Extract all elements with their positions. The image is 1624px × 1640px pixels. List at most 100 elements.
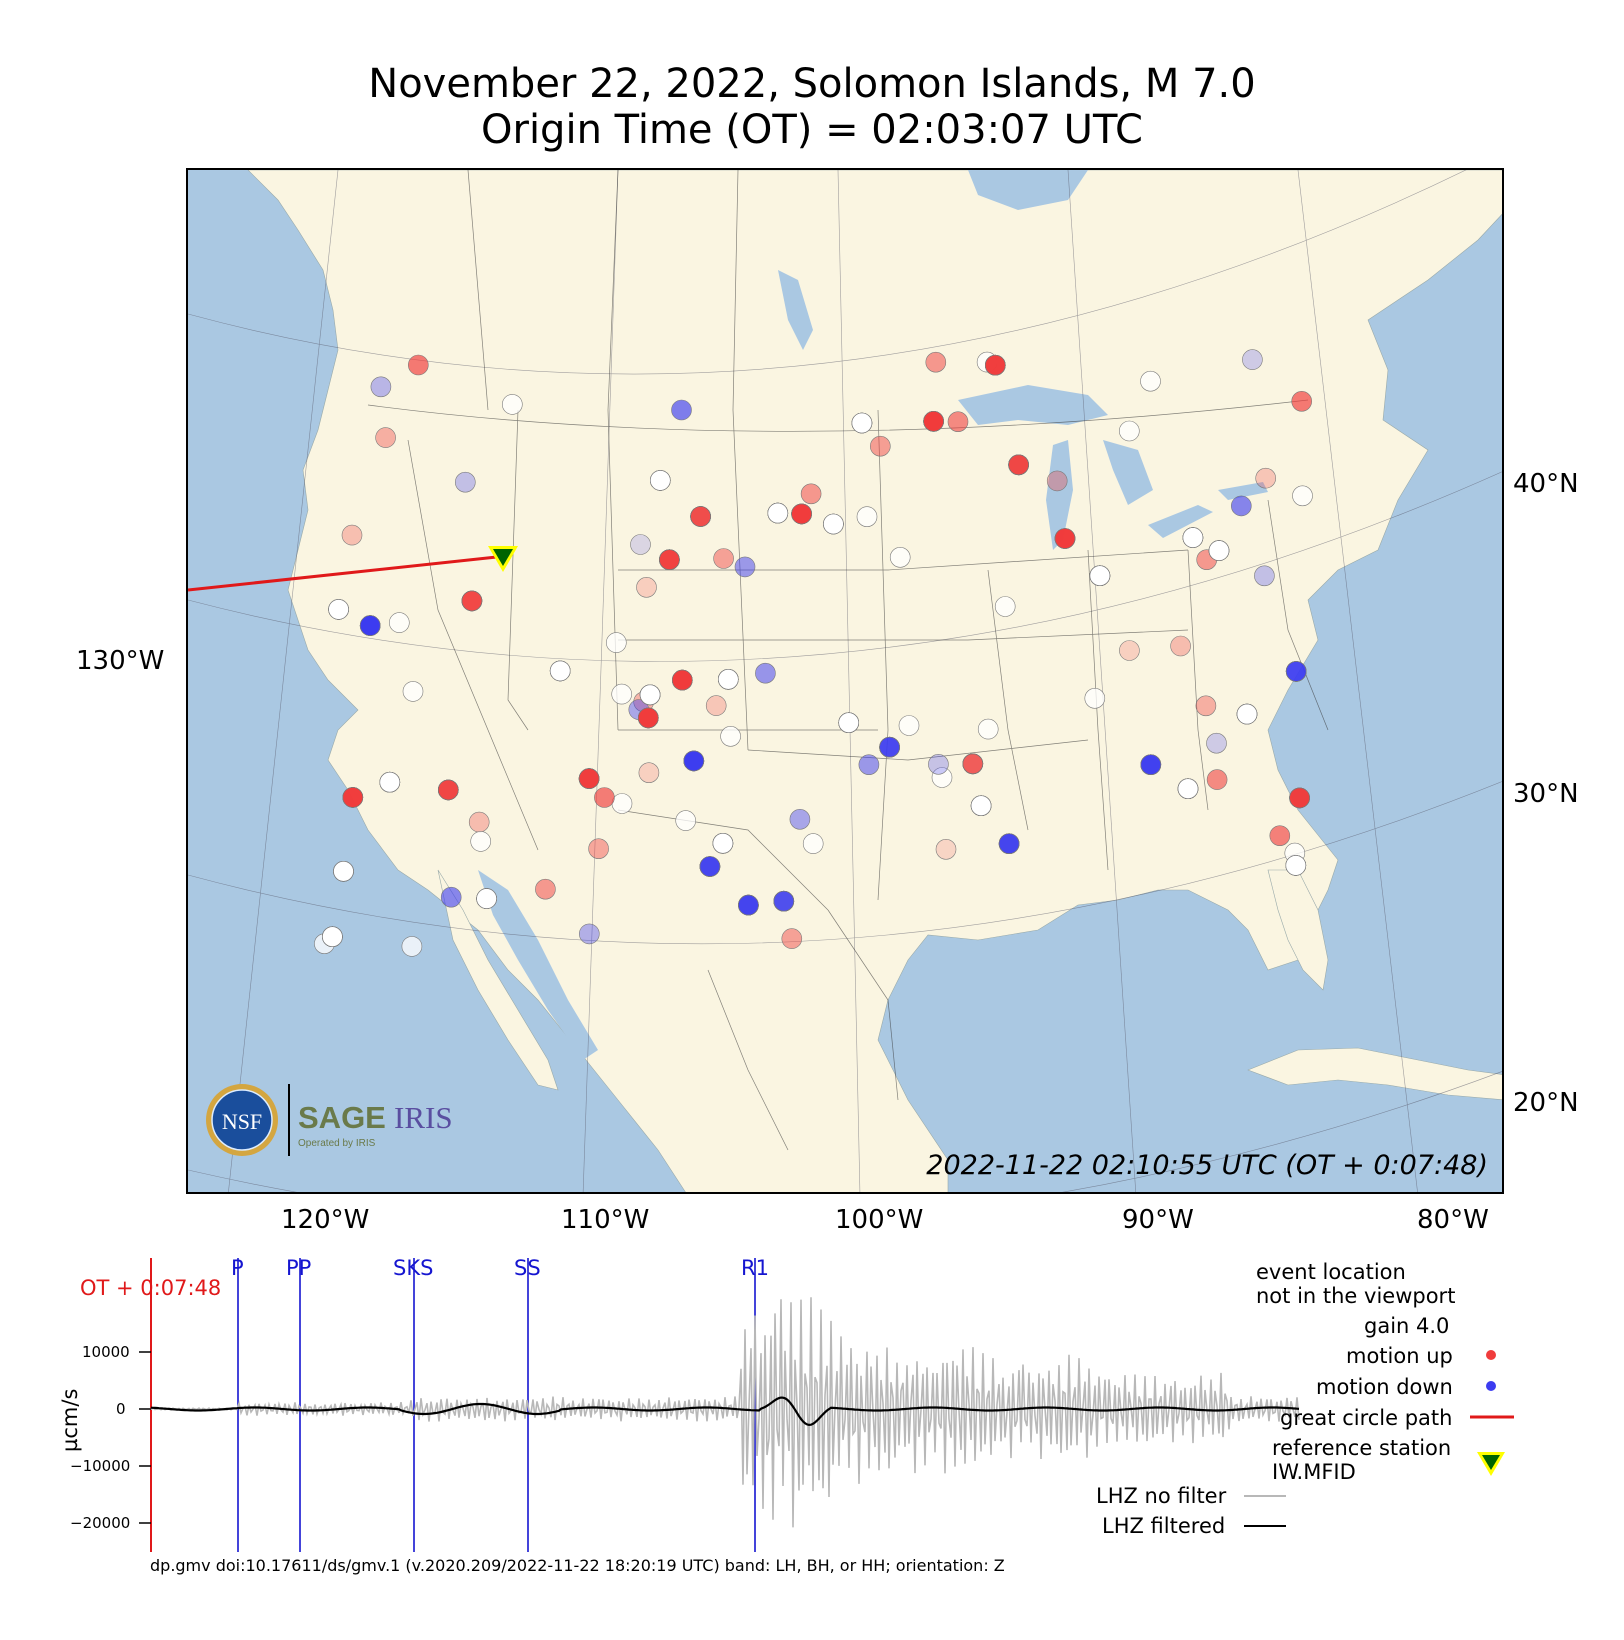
- station-marker: [1208, 540, 1230, 561]
- lon-label-120: 120°W: [281, 1205, 370, 1235]
- station-markers: [314, 349, 1313, 957]
- lat-label-20: 20°N: [1513, 1088, 1579, 1118]
- station-marker: [738, 894, 759, 916]
- nsf-seal-icon: NSF: [206, 1084, 278, 1156]
- station-marker: [461, 590, 483, 612]
- station-marker: [858, 754, 880, 776]
- iris-wordmark: IRIS: [394, 1100, 453, 1135]
- legend-no-filter: LHZ no filter: [1096, 1484, 1227, 1508]
- station-marker: [611, 683, 633, 705]
- legend-motion-down: motion down: [1316, 1375, 1453, 1399]
- station-marker: [370, 376, 392, 398]
- station-marker: [923, 411, 944, 432]
- station-marker: [1206, 769, 1228, 790]
- station-marker: [630, 534, 651, 555]
- lake-superior: [958, 385, 1108, 425]
- station-marker: [998, 833, 1020, 855]
- reference-station-swatch: [1477, 1452, 1505, 1476]
- lat-label-40: 40°N: [1513, 469, 1579, 499]
- legend-event-line2: not in the viewport: [1256, 1284, 1456, 1308]
- station-marker: [1206, 732, 1227, 754]
- station-marker: [333, 860, 354, 882]
- phase-label-sks: SKS: [393, 1256, 434, 1280]
- station-marker: [342, 787, 364, 808]
- station-marker: [468, 811, 490, 833]
- station-marker: [1236, 703, 1258, 725]
- station-marker: [671, 669, 693, 691]
- operated-by-text: Operated by IRIS: [298, 1138, 376, 1149]
- station-marker: [962, 753, 984, 775]
- station-marker: [856, 506, 878, 528]
- logo-divider: [288, 1084, 290, 1156]
- legend-event-line1: event location: [1256, 1260, 1406, 1284]
- figure-title-line1: November 22, 2022, Solomon Islands, M 7.…: [368, 61, 1256, 107]
- phase-label-p: P: [231, 1256, 244, 1280]
- station-marker: [1140, 370, 1161, 392]
- station-marker: [851, 412, 873, 434]
- station-marker: [1177, 778, 1199, 800]
- motion-up-swatch: [1486, 1350, 1496, 1360]
- station-marker: [1242, 349, 1263, 370]
- station-marker: [977, 718, 999, 740]
- station-marker: [1285, 661, 1307, 682]
- station-marker: [637, 707, 659, 729]
- station-marker: [889, 546, 911, 568]
- station-marker: [639, 684, 661, 706]
- lhz-filtered-trace: [150, 1396, 1300, 1427]
- map-panel[interactable]: NSF SAGE IRIS Operated by IRIS 2022-11-2…: [186, 168, 1504, 1194]
- map-timestamp: 2022-11-22 02:10:55 UTC (OT + 0:07:48): [926, 1150, 1488, 1181]
- station-marker: [401, 936, 423, 957]
- station-marker: [699, 856, 721, 877]
- station-marker: [690, 506, 711, 527]
- station-marker: [611, 793, 633, 814]
- footer-provenance: dp.gmv doi:10.17611/ds/gmv.1 (v.2020.209…: [150, 1556, 1005, 1575]
- ot-offset-label: OT + 0:07:48: [80, 1276, 222, 1300]
- station-marker: [578, 923, 600, 945]
- legend-motion-up: motion up: [1346, 1344, 1453, 1368]
- station-marker: [755, 662, 776, 684]
- station-marker: [1046, 470, 1068, 492]
- station-marker: [476, 888, 497, 909]
- land-baja: [437, 869, 559, 1091]
- station-marker: [1291, 391, 1312, 412]
- gulf-st-lawrence: [1388, 280, 1502, 340]
- station-marker: [470, 831, 492, 852]
- station-marker: [379, 771, 401, 793]
- station-marker: [549, 660, 571, 682]
- station-marker: [928, 753, 949, 775]
- lake-huron: [1103, 440, 1153, 505]
- station-marker: [1170, 635, 1191, 657]
- seismogram-panel: [139, 1258, 1514, 1552]
- gulf-of-california: [478, 870, 598, 1060]
- station-marker: [713, 548, 734, 569]
- sage-wordmark: SAGE: [298, 1100, 386, 1135]
- station-marker: [931, 767, 953, 788]
- station-marker: [781, 928, 803, 949]
- station-marker: [501, 394, 523, 415]
- ytick-0: 0: [116, 1400, 126, 1418]
- ytick-10000: 10000: [82, 1343, 130, 1361]
- station-marker: [638, 762, 660, 784]
- station-marker: [389, 612, 410, 633]
- station-marker: [1089, 565, 1111, 587]
- station-marker: [675, 810, 697, 831]
- station-marker: [935, 838, 957, 860]
- station-marker: [1292, 485, 1313, 507]
- lake-winnipeg: [778, 270, 813, 350]
- lake-michigan: [1046, 440, 1073, 550]
- ytick-neg10000: −10000: [70, 1457, 131, 1475]
- station-marker: [773, 890, 795, 912]
- station-marker: [1254, 565, 1275, 587]
- station-marker: [800, 483, 822, 505]
- station-marker: [838, 712, 860, 734]
- station-marker: [767, 502, 789, 524]
- svg-text:NSF: NSF: [222, 1109, 262, 1134]
- station-marker: [1118, 420, 1140, 442]
- station-marker: [437, 779, 459, 801]
- station-marker: [1008, 454, 1029, 476]
- reference-station-marker[interactable]: [488, 546, 518, 572]
- station-marker: [1231, 495, 1252, 517]
- land-cuba: [1247, 1047, 1502, 1100]
- lon-label-80: 80°W: [1417, 1205, 1489, 1235]
- station-marker: [947, 411, 969, 432]
